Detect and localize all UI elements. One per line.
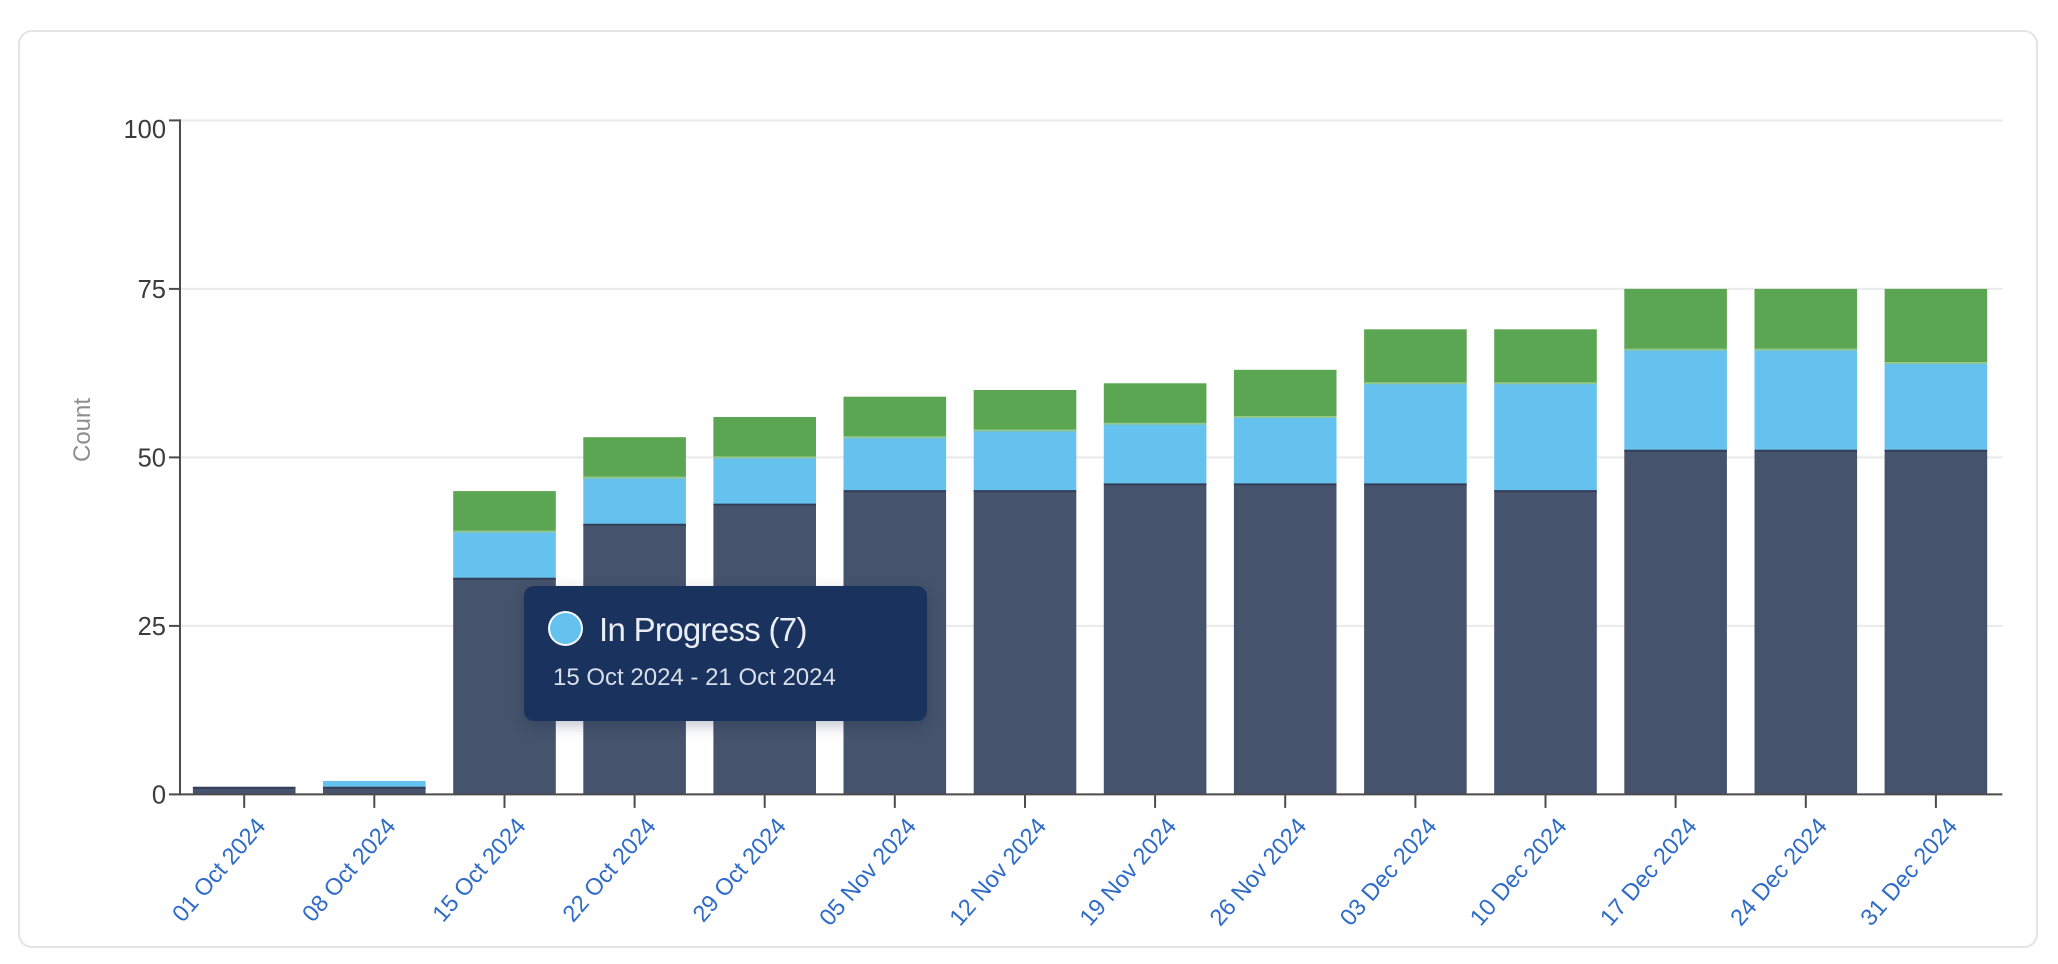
svg-text:22 Oct 2024: 22 Oct 2024 (557, 813, 661, 927)
svg-text:24 Dec 2024: 24 Dec 2024 (1725, 813, 1832, 931)
svg-text:100: 100 (123, 116, 166, 144)
svg-text:01 Oct 2024: 01 Oct 2024 (167, 813, 271, 927)
svg-text:31 Dec 2024: 31 Dec 2024 (1855, 813, 1962, 931)
svg-text:10 Dec 2024: 10 Dec 2024 (1465, 813, 1572, 931)
svg-text:03 Dec 2024: 03 Dec 2024 (1335, 813, 1442, 931)
svg-text:25: 25 (138, 613, 166, 641)
svg-text:75: 75 (138, 276, 166, 304)
svg-text:05 Nov 2024: 05 Nov 2024 (814, 813, 921, 931)
svg-text:17 Dec 2024: 17 Dec 2024 (1595, 813, 1702, 931)
svg-text:Count: Count (69, 398, 96, 462)
svg-text:19 Nov 2024: 19 Nov 2024 (1074, 813, 1181, 931)
svg-text:50: 50 (138, 444, 166, 472)
svg-text:29 Oct 2024: 29 Oct 2024 (687, 813, 791, 927)
svg-text:08 Oct 2024: 08 Oct 2024 (297, 813, 401, 927)
svg-text:26 Nov 2024: 26 Nov 2024 (1204, 813, 1311, 931)
svg-text:12 Nov 2024: 12 Nov 2024 (944, 813, 1051, 931)
svg-text:15 Oct 2024: 15 Oct 2024 (427, 813, 531, 927)
svg-text:0: 0 (152, 781, 166, 809)
